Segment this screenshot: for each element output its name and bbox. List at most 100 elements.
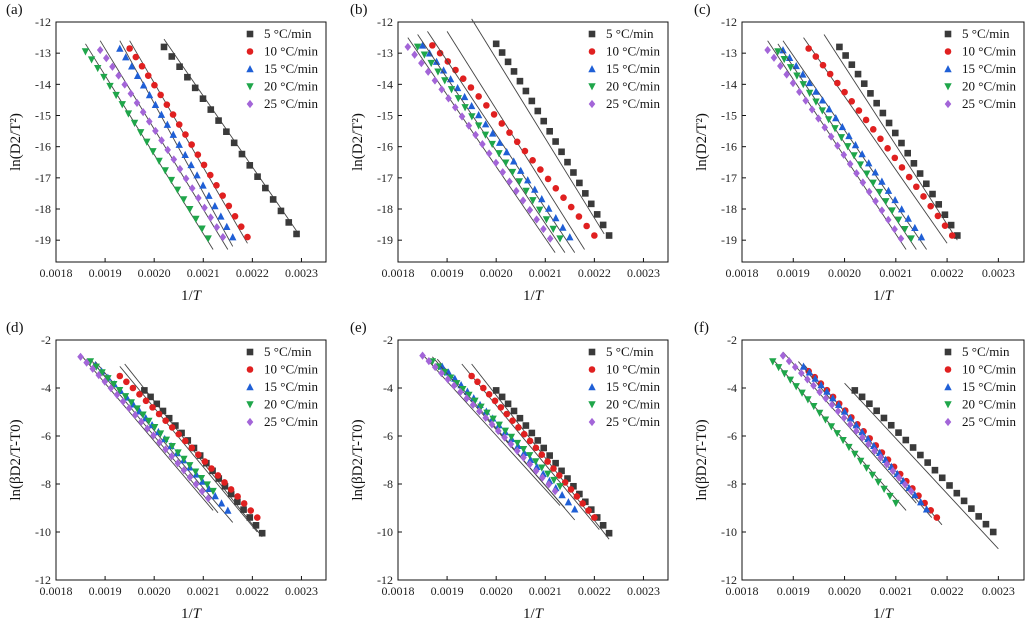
legend-marker [944, 30, 952, 38]
panel-tag: (d) [6, 320, 24, 336]
data-point [805, 89, 814, 97]
data-point [474, 111, 483, 119]
data-point [821, 123, 829, 132]
legend-marker [588, 366, 596, 373]
x-tick-label: 0.0018 [40, 584, 73, 598]
data-point [431, 362, 439, 372]
data-point [531, 185, 539, 193]
data-point [871, 168, 880, 176]
x-tick-label: 0.0022 [931, 584, 964, 598]
legend-marker [588, 417, 596, 427]
data-point [156, 430, 165, 438]
data-point [786, 376, 795, 384]
series-25-c-min [77, 352, 214, 511]
data-point [119, 397, 127, 406]
series-5-c-min [844, 382, 999, 550]
data-point [819, 61, 827, 69]
data-point [834, 400, 843, 409]
data-point [187, 160, 195, 169]
data-point [447, 86, 456, 94]
data-point [520, 448, 528, 457]
data-point [531, 458, 540, 466]
data-point [176, 164, 184, 174]
data-point [838, 122, 847, 131]
data-point [538, 195, 546, 203]
data-point [808, 105, 816, 114]
data-point [133, 405, 141, 413]
y-tick-label: -18 [377, 202, 393, 216]
data-point [223, 222, 231, 230]
series-10-c-min [116, 366, 261, 533]
data-point [799, 362, 808, 370]
data-point [504, 400, 512, 408]
data-point [865, 187, 873, 196]
x-tick-label: 0.0023 [285, 266, 318, 280]
data-point [227, 490, 235, 498]
data-point [846, 414, 855, 422]
data-point [444, 375, 452, 384]
data-point [130, 119, 139, 127]
y-tick-label: -13 [35, 46, 51, 60]
data-point [510, 68, 518, 75]
data-point [522, 87, 530, 95]
data-point [149, 148, 157, 156]
data-point [884, 145, 891, 152]
data-point [252, 522, 260, 529]
data-point [451, 103, 459, 112]
fit-line [80, 354, 214, 511]
legend-marker [588, 30, 596, 38]
data-point [532, 444, 540, 452]
data-point [424, 67, 432, 76]
data-point [816, 387, 823, 397]
x-tick-label: 0.0023 [285, 584, 318, 598]
data-point [489, 415, 497, 423]
data-point [217, 212, 225, 220]
data-point [525, 452, 534, 460]
data-point [845, 443, 853, 452]
legend-marker [944, 401, 952, 409]
data-point [982, 520, 990, 528]
data-point [277, 207, 285, 215]
data-point [799, 70, 807, 78]
data-point [891, 154, 899, 162]
plot-frame [55, 339, 327, 581]
data-point [764, 45, 771, 55]
data-point [483, 102, 490, 109]
data-point [910, 160, 918, 167]
legend-entry: 15 °C/min [962, 61, 1016, 76]
x-tick-label: 0.0019 [431, 584, 464, 598]
data-point [551, 487, 559, 496]
data-point [195, 193, 202, 203]
data-point [162, 445, 169, 454]
data-point [537, 166, 544, 173]
data-point [549, 225, 557, 233]
y-tick-label: -14 [377, 77, 393, 91]
data-point [441, 77, 449, 85]
data-point [169, 130, 178, 138]
legend-entry: 25 °C/min [264, 414, 318, 429]
y-axis-label: ln(βD2/T-T0) [350, 419, 366, 500]
data-point [506, 129, 513, 136]
data-point [175, 430, 183, 438]
data-point [498, 120, 506, 127]
data-point [431, 76, 439, 85]
data-point [498, 49, 506, 56]
data-point [877, 453, 884, 462]
y-tick-label: -15 [721, 109, 737, 123]
legend-entry: 15 °C/min [264, 61, 318, 76]
data-point [842, 52, 849, 59]
data-point [201, 458, 209, 465]
legend-marker [588, 99, 596, 109]
legend: 5 °C/min 10 °C/min 15 °C/min 20 °C/min 25 °C… [944, 26, 1016, 111]
data-point [927, 202, 934, 210]
data-point [157, 110, 166, 118]
data-point [438, 369, 445, 378]
data-point [483, 409, 491, 417]
panel-tag: (e) [350, 320, 367, 336]
data-point [812, 53, 820, 60]
data-point [599, 221, 607, 229]
data-point [911, 223, 919, 232]
data-point [975, 513, 982, 520]
data-point [911, 491, 919, 499]
data-point [191, 468, 200, 476]
